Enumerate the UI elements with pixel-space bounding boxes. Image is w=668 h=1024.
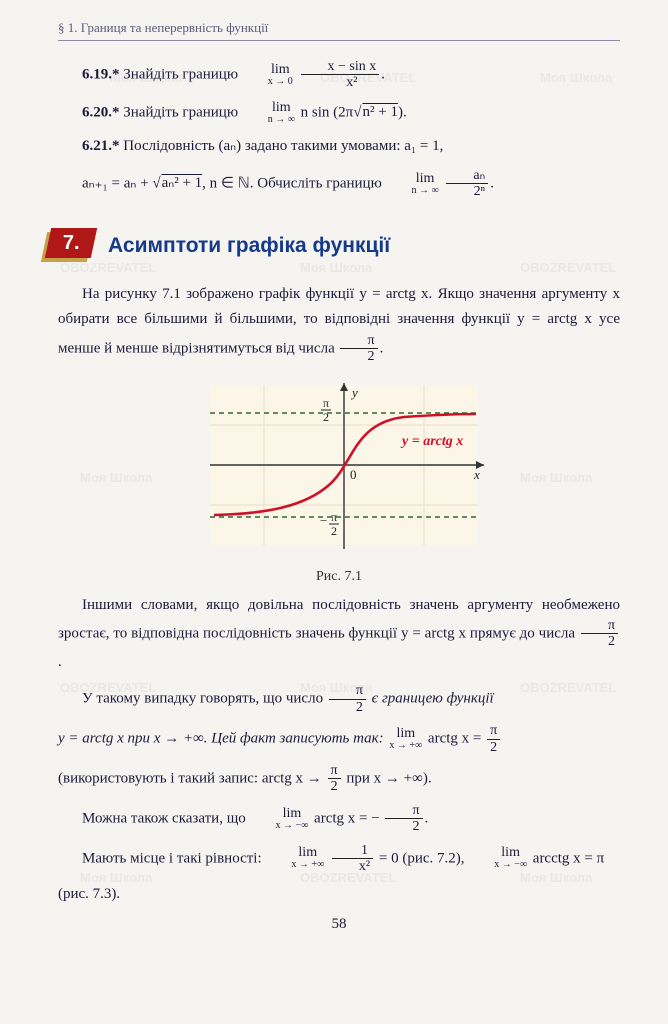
svg-text:π: π bbox=[331, 510, 337, 524]
expr: n sin (2π√ bbox=[301, 104, 362, 120]
para-3a: У такому випадку говорять, що число bbox=[82, 691, 323, 707]
problem-text: Знайдіть границю bbox=[123, 104, 238, 120]
problem-text: Знайдіть границю bbox=[123, 66, 238, 82]
para-5a: Можна також сказати, що bbox=[82, 810, 246, 826]
problem-num: 6.21.* bbox=[82, 138, 120, 154]
para-3b: є границею функції bbox=[372, 691, 494, 707]
lim-expr: lim x → +∞ bbox=[389, 727, 422, 751]
para-3: У такому випадку говорять, що число π 2 … bbox=[58, 683, 620, 715]
lim-expr: lim x → 0 bbox=[244, 63, 293, 87]
para-4: (використовують і такий запис: arctg x →… bbox=[58, 763, 620, 795]
para-1a: На рисунку 7.1 зображено графік функції … bbox=[58, 286, 620, 356]
problem-620: 6.20.* Знайдіть границю lim n → ∞ n sin … bbox=[58, 101, 620, 125]
para-5c: . bbox=[425, 810, 429, 826]
para-6: Мають місце і такі рівності: lim x → +∞ … bbox=[58, 843, 620, 875]
para-2b: . bbox=[58, 654, 62, 670]
page-content: § 1. Границя та неперервність функції 6.… bbox=[0, 0, 668, 953]
para-5: Можна також сказати, що lim x → −∞ arctg… bbox=[58, 803, 620, 835]
problem-num: 6.20.* bbox=[82, 104, 120, 120]
para-3c-text: y = arctg x при x → +∞. Цей факт записую… bbox=[58, 730, 384, 746]
problem-621: 6.21.* Послідовність (aₙ) задано такими … bbox=[58, 135, 620, 158]
figure-7-1: y x 0 π 2 − π 2 y = arctg x Рис. 7.1 bbox=[58, 375, 620, 585]
line2: aₙ₊₁ = aₙ + √ bbox=[82, 175, 161, 191]
para-6c: arcctg x = π bbox=[533, 850, 604, 866]
para-1: На рисунку 7.1 зображено графік функції … bbox=[58, 282, 620, 365]
page-number: 58 bbox=[58, 916, 620, 933]
problem-num: 6.19.* bbox=[82, 66, 120, 82]
para-2: Іншими словами, якщо довільна послідовні… bbox=[58, 593, 620, 676]
fraction: 1 x² bbox=[332, 843, 373, 875]
para-3d: arctg x = bbox=[428, 730, 481, 746]
para-6b: = 0 (рис. 7.2), bbox=[379, 850, 465, 866]
origin-label: 0 bbox=[350, 467, 357, 482]
fraction: π 2 bbox=[385, 803, 422, 835]
tail: . bbox=[490, 175, 494, 191]
y-axis-label: y bbox=[350, 385, 358, 400]
problem-619: 6.19.* Знайдіть границю lim x → 0 x − si… bbox=[58, 59, 620, 91]
line2b: , n ∈ ℕ. Обчисліть границю bbox=[202, 175, 382, 191]
para-6d-text: (рис. 7.3). bbox=[58, 886, 120, 902]
x-axis-label: x bbox=[473, 467, 480, 482]
lim-expr: lim n → ∞ bbox=[244, 101, 295, 125]
svg-text:π: π bbox=[323, 396, 329, 410]
fraction: aₙ 2ⁿ bbox=[446, 168, 488, 200]
svg-text:2: 2 bbox=[331, 524, 337, 538]
section-title: Асимптоти графіка функції bbox=[108, 234, 390, 258]
figure-caption: Рис. 7.1 bbox=[58, 569, 620, 585]
para-6d: (рис. 7.3). bbox=[58, 882, 620, 908]
lim-expr: lim n → ∞ bbox=[388, 172, 439, 196]
fraction: π 2 bbox=[328, 763, 341, 795]
para-5b: arctg x = − bbox=[314, 810, 380, 826]
fraction: x − sin x x² bbox=[301, 59, 380, 91]
line1: Послідовність (aₙ) задано такими умовами… bbox=[123, 138, 443, 154]
sqrt: n² + 1 bbox=[361, 104, 397, 120]
section-header: 7. Асимптоти графіка функції bbox=[44, 228, 620, 264]
header-rule bbox=[58, 40, 620, 41]
lim-expr: lim x → −∞ bbox=[470, 846, 527, 870]
lim-expr: lim x → +∞ bbox=[267, 846, 324, 870]
fraction: π 2 bbox=[329, 683, 366, 715]
para-3c: y = arctg x при x → +∞. Цей факт записую… bbox=[58, 723, 620, 755]
sqrt: aₙ² + 1 bbox=[161, 175, 203, 191]
para-4a: (використовують і такий запис: arctg x → bbox=[58, 770, 322, 786]
fraction: π 2 bbox=[340, 333, 377, 365]
para-4b: при x → +∞). bbox=[346, 770, 431, 786]
para-2a: Іншими словами, якщо довільна послідовні… bbox=[58, 597, 620, 642]
para-6a: Мають місце і такі рівності: bbox=[82, 850, 262, 866]
problem-621-line2: aₙ₊₁ = aₙ + √aₙ² + 1, n ∈ ℕ. Обчисліть г… bbox=[58, 168, 620, 200]
curve-label: y = arctg x bbox=[400, 434, 463, 449]
lim-expr: lim x → −∞ bbox=[252, 807, 309, 831]
arctan-graph: y x 0 π 2 − π 2 y = arctg x bbox=[174, 375, 504, 565]
tail: . bbox=[381, 66, 385, 82]
fraction: π 2 bbox=[581, 618, 618, 650]
chapter-header: § 1. Границя та неперервність функції bbox=[58, 20, 620, 36]
svg-text:2: 2 bbox=[323, 410, 329, 424]
svg-text:−: − bbox=[320, 513, 327, 528]
section-num-badge: 7. bbox=[44, 228, 96, 264]
close: ). bbox=[398, 104, 407, 120]
para-1b: . bbox=[380, 340, 384, 356]
fraction: π 2 bbox=[487, 723, 500, 755]
